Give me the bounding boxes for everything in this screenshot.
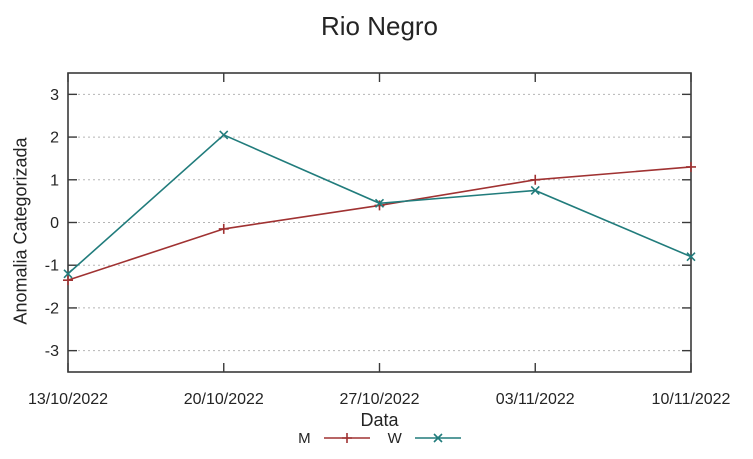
y-tick-label: 3 bbox=[50, 87, 59, 104]
legend-sample-m bbox=[323, 431, 370, 445]
y-tick-label: 2 bbox=[50, 130, 59, 147]
x-tick-label: 13/10/2022 bbox=[28, 391, 108, 408]
y-tick-label: 0 bbox=[50, 215, 59, 232]
cross-marker-icon bbox=[433, 433, 443, 443]
plus-marker-icon bbox=[341, 433, 352, 443]
legend-item-m: M bbox=[298, 430, 370, 447]
x-tick-label: 10/11/2022 bbox=[652, 391, 731, 408]
legend: M W bbox=[68, 429, 691, 447]
legend-label-w: W bbox=[387, 429, 402, 447]
y-tick-label: -3 bbox=[45, 343, 59, 360]
legend-line-M bbox=[323, 433, 370, 443]
x-tick-label: 03/11/2022 bbox=[496, 391, 575, 408]
legend-item-w: W bbox=[388, 430, 461, 447]
series-markers-W bbox=[63, 130, 696, 279]
y-tick-label: -2 bbox=[45, 300, 59, 317]
plot-border bbox=[67, 72, 692, 373]
x-axis-label: Data bbox=[360, 410, 399, 430]
series-markers-M bbox=[63, 161, 696, 286]
x-tick-label: 20/10/2022 bbox=[184, 391, 264, 408]
series-line-M bbox=[67, 166, 692, 281]
legend-label-m: M bbox=[298, 429, 311, 447]
y-tick-label: -1 bbox=[45, 258, 59, 275]
y-tick-label: 1 bbox=[50, 172, 59, 189]
x-tick-label: 27/10/2022 bbox=[339, 391, 419, 408]
legend-sample-w bbox=[414, 431, 461, 445]
chart-title: Rio Negro bbox=[320, 11, 439, 41]
legend-line-W bbox=[414, 433, 461, 443]
